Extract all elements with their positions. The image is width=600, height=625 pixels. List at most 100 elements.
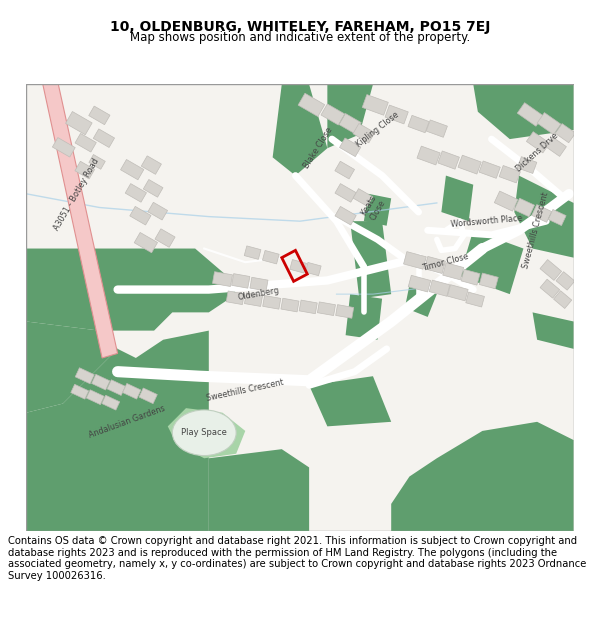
Bar — [212, 272, 232, 286]
Bar — [443, 262, 464, 280]
Bar — [75, 368, 94, 384]
Bar — [130, 206, 151, 225]
Bar — [244, 292, 263, 306]
Bar — [353, 124, 375, 143]
Bar — [461, 269, 480, 285]
Bar — [86, 390, 104, 404]
Bar — [299, 300, 317, 314]
Bar — [335, 161, 355, 179]
Bar — [321, 104, 345, 125]
Polygon shape — [26, 249, 236, 331]
Bar — [426, 120, 448, 138]
Bar — [232, 274, 250, 288]
Polygon shape — [209, 449, 309, 531]
Bar — [417, 146, 440, 165]
Polygon shape — [168, 408, 245, 458]
Text: Sweethills Crescent: Sweethills Crescent — [206, 378, 285, 402]
Bar — [75, 134, 97, 152]
Bar — [335, 304, 354, 318]
Ellipse shape — [172, 410, 236, 456]
Text: Play Space: Play Space — [181, 428, 227, 438]
Bar — [429, 280, 450, 296]
Polygon shape — [391, 422, 574, 531]
Bar — [479, 273, 498, 289]
Text: Contains OS data © Crown copyright and database right 2021. This information is : Contains OS data © Crown copyright and d… — [8, 536, 586, 581]
Polygon shape — [460, 230, 523, 294]
Bar — [125, 184, 146, 203]
Bar — [408, 116, 429, 132]
Polygon shape — [350, 221, 391, 299]
Text: Wordsworth Place: Wordsworth Place — [451, 214, 523, 229]
Polygon shape — [26, 321, 118, 412]
Bar — [281, 298, 299, 312]
Polygon shape — [473, 84, 574, 139]
Text: A3051 - Botley Road: A3051 - Botley Road — [52, 156, 101, 231]
Bar — [556, 272, 575, 290]
Bar — [546, 138, 566, 156]
Bar — [340, 138, 361, 157]
Bar — [122, 383, 141, 399]
Bar — [494, 191, 518, 211]
Bar — [290, 259, 307, 273]
Bar — [262, 251, 279, 264]
Bar — [408, 276, 431, 292]
Text: Blake Close: Blake Close — [302, 126, 334, 171]
Bar — [438, 151, 460, 169]
Text: Keats
Close: Keats Close — [359, 193, 387, 222]
Bar — [92, 374, 110, 390]
Bar — [514, 198, 535, 217]
Polygon shape — [364, 194, 391, 226]
Bar — [75, 161, 95, 179]
Polygon shape — [309, 376, 391, 426]
Bar — [537, 112, 561, 134]
Bar — [121, 159, 144, 180]
Bar — [250, 278, 268, 291]
Bar — [448, 284, 468, 301]
Bar — [466, 292, 484, 307]
Polygon shape — [26, 331, 209, 531]
Bar — [548, 209, 566, 226]
Bar — [517, 102, 543, 126]
Bar — [317, 302, 335, 316]
Bar — [263, 296, 281, 309]
Bar — [148, 202, 167, 220]
Text: Dickens Drve: Dickens Drve — [514, 132, 560, 174]
Bar — [526, 132, 550, 153]
Bar — [425, 256, 445, 274]
Bar — [555, 124, 575, 142]
Bar — [52, 138, 75, 157]
Bar — [65, 111, 92, 135]
Bar — [134, 232, 158, 253]
Polygon shape — [514, 176, 574, 258]
Bar — [353, 189, 373, 206]
Bar — [499, 166, 520, 183]
Bar — [298, 93, 325, 116]
Bar — [532, 204, 551, 222]
Bar — [540, 279, 560, 298]
Text: Kipling Close: Kipling Close — [355, 111, 401, 149]
Bar — [540, 259, 562, 281]
Polygon shape — [272, 84, 328, 176]
Polygon shape — [43, 84, 118, 358]
Bar — [244, 246, 261, 259]
Bar — [479, 161, 500, 178]
Polygon shape — [346, 294, 382, 340]
Bar — [554, 291, 572, 309]
Bar — [517, 157, 537, 174]
Text: Oldenberg: Oldenberg — [238, 286, 281, 302]
Text: Timor Close: Timor Close — [422, 252, 470, 272]
Bar — [404, 252, 426, 269]
Text: Andalusian Gardens: Andalusian Gardens — [88, 404, 166, 440]
Text: 10, OLDENBURG, WHITELEY, FAREHAM, PO15 7EJ: 10, OLDENBURG, WHITELEY, FAREHAM, PO15 7… — [110, 20, 490, 34]
Bar — [155, 229, 175, 248]
Bar — [139, 388, 157, 404]
Bar — [141, 156, 161, 174]
Bar — [339, 114, 361, 134]
Polygon shape — [328, 84, 373, 148]
Bar — [143, 179, 163, 197]
Bar — [89, 154, 105, 169]
Bar — [305, 262, 321, 276]
Bar — [362, 94, 388, 115]
Text: Sweethills Crescent: Sweethills Crescent — [521, 191, 550, 269]
Bar — [107, 380, 125, 396]
